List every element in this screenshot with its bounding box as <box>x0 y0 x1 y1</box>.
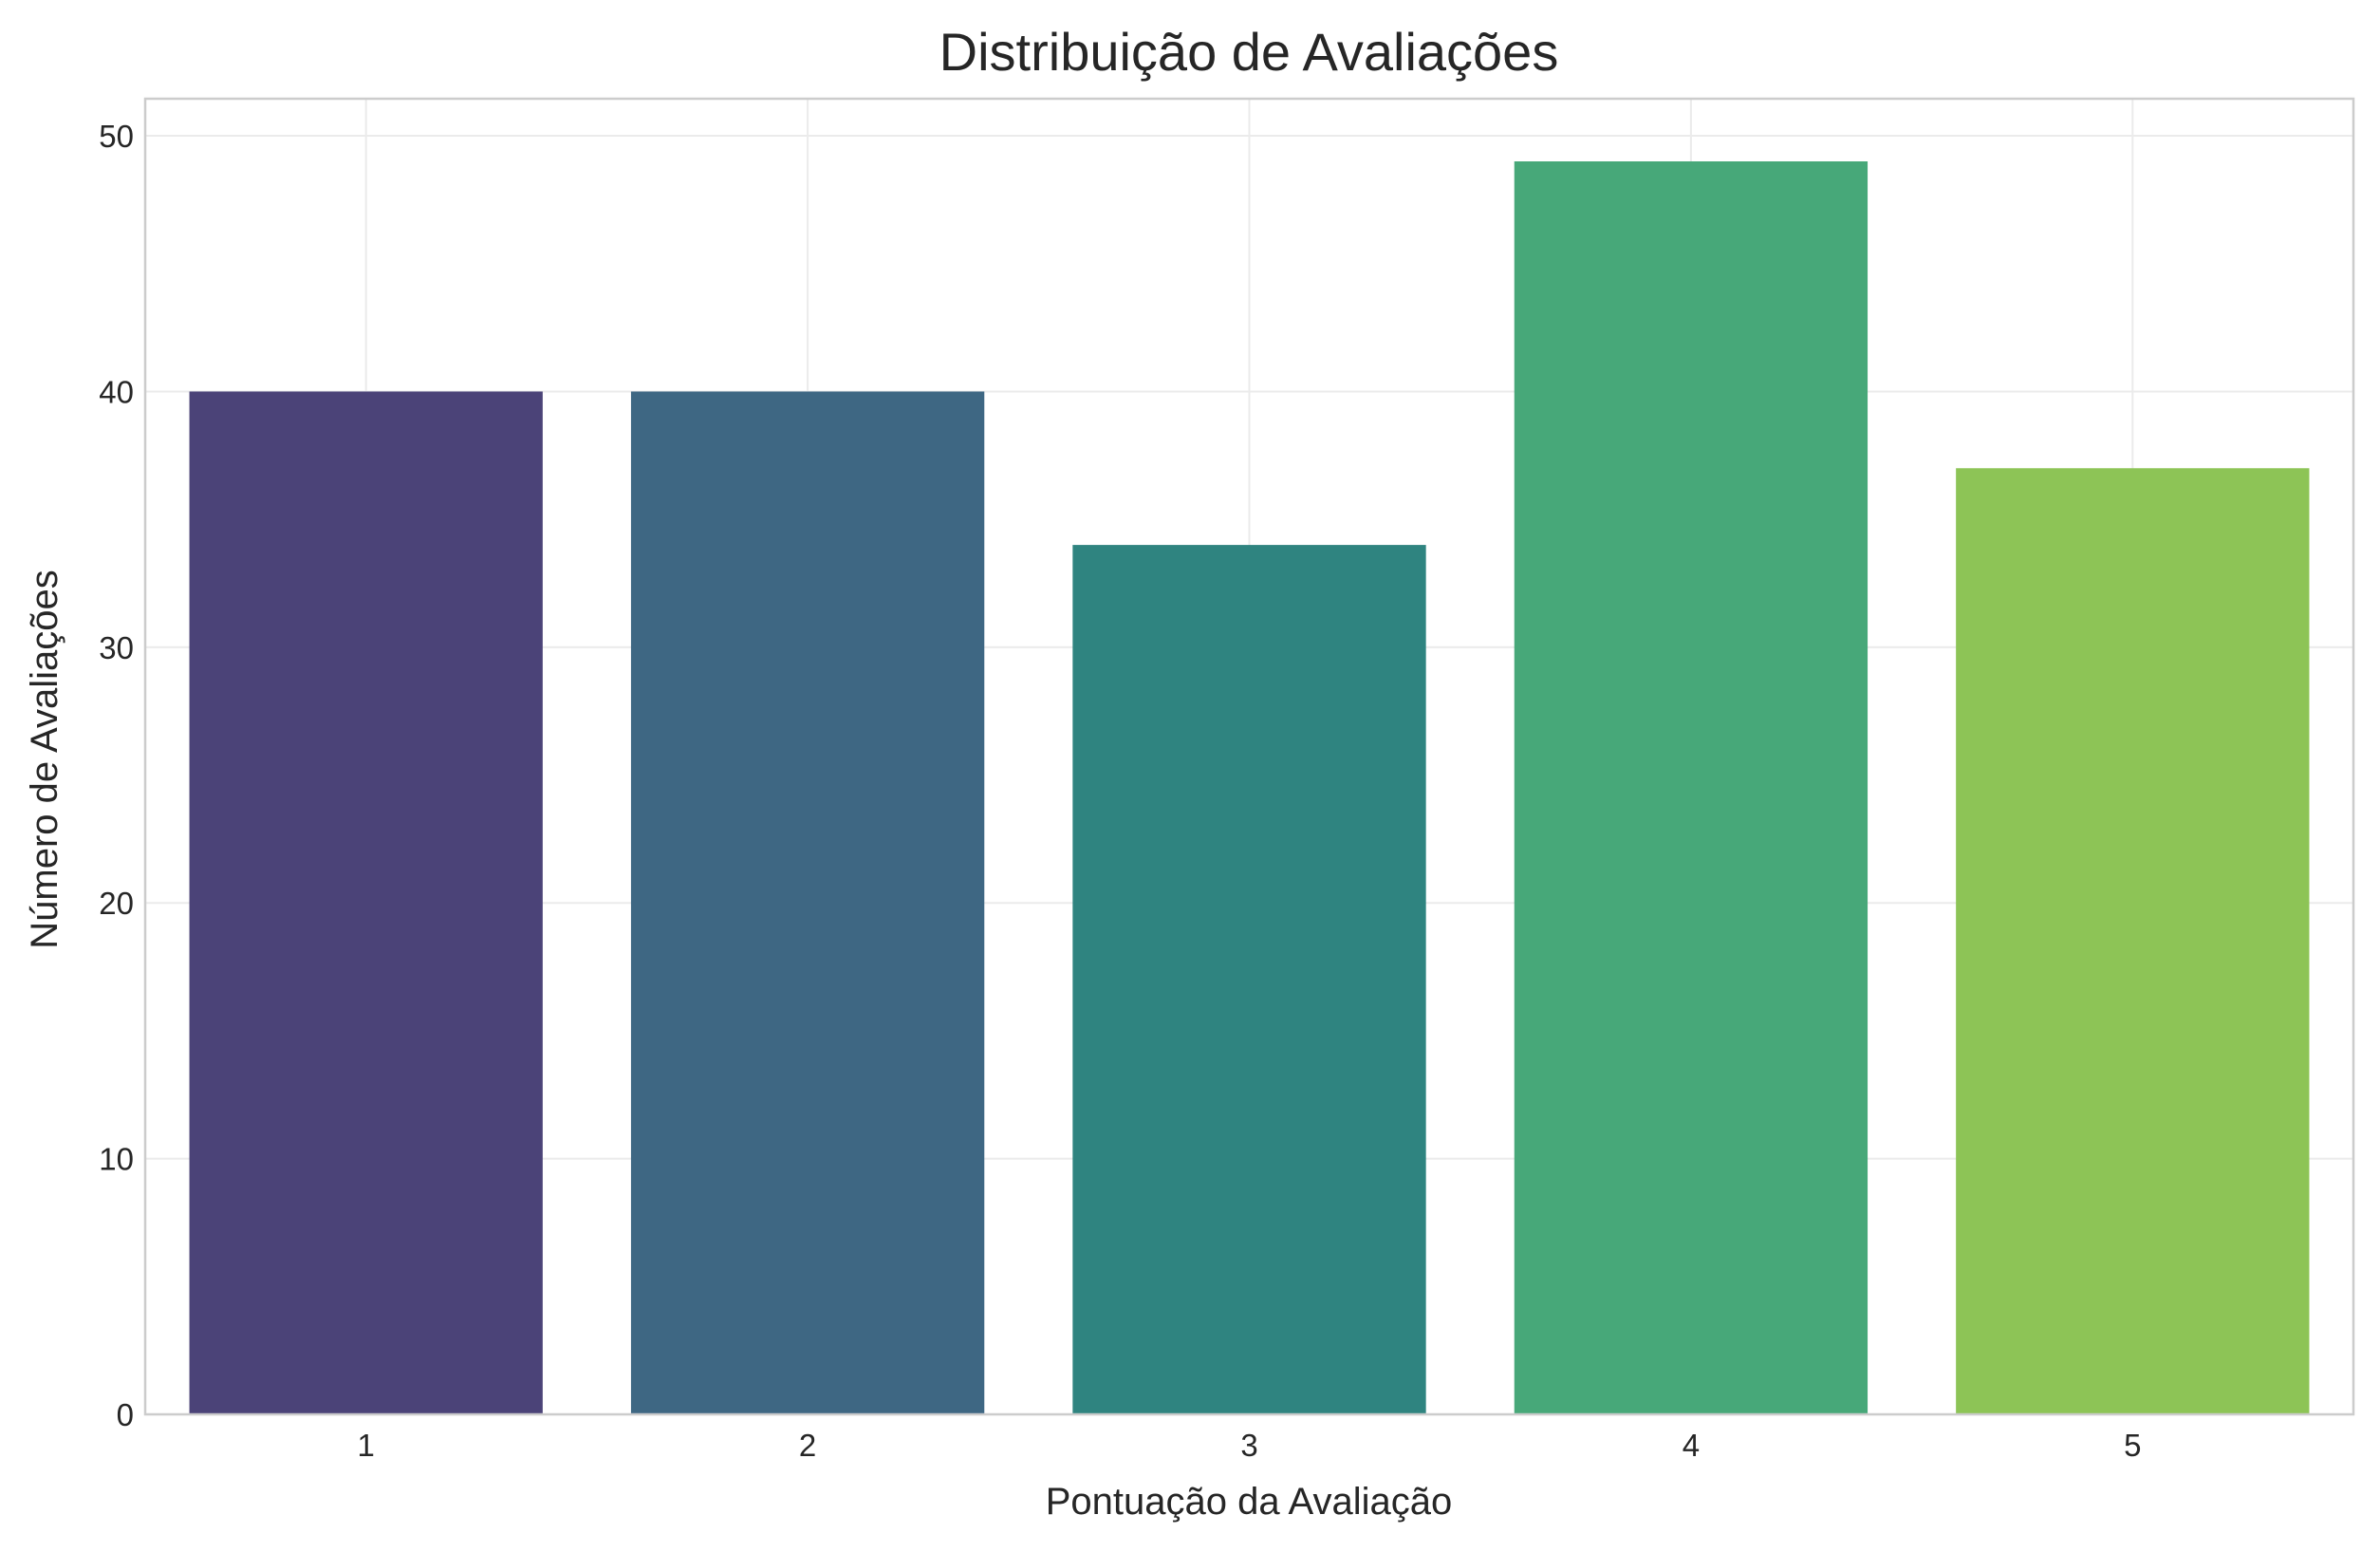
y-tick-label: 10 <box>99 1142 134 1177</box>
chart-title: Distribuição de Avaliações <box>939 22 1559 82</box>
x-tick-label: 4 <box>1683 1428 1700 1463</box>
bar-4 <box>1514 161 1869 1414</box>
x-tick-label: 3 <box>1240 1428 1257 1463</box>
bars <box>189 161 2310 1414</box>
y-tick-label: 20 <box>99 886 134 921</box>
y-tick-label: 40 <box>99 374 134 409</box>
x-tick-label: 2 <box>799 1428 816 1463</box>
y-tick-label: 50 <box>99 119 134 154</box>
bar-1 <box>189 391 543 1414</box>
plot-frame <box>143 97 2355 1416</box>
bar-5 <box>1956 468 2310 1414</box>
x-tick-label: 1 <box>358 1428 375 1463</box>
x-tick-label: 5 <box>2124 1428 2141 1463</box>
y-tick-label: 30 <box>99 630 134 665</box>
y-tick-label: 0 <box>117 1397 134 1432</box>
x-axis-label: Pontuação da Avaliação <box>1046 1481 1453 1523</box>
bar-2 <box>630 391 985 1414</box>
x-axis-ticks: 1 2 3 4 5 <box>358 1428 2142 1463</box>
y-axis-ticks: 0 10 20 30 40 50 <box>99 119 134 1432</box>
y-axis-label: Número de Avaliações <box>24 570 65 949</box>
bar-3 <box>1072 545 1426 1414</box>
